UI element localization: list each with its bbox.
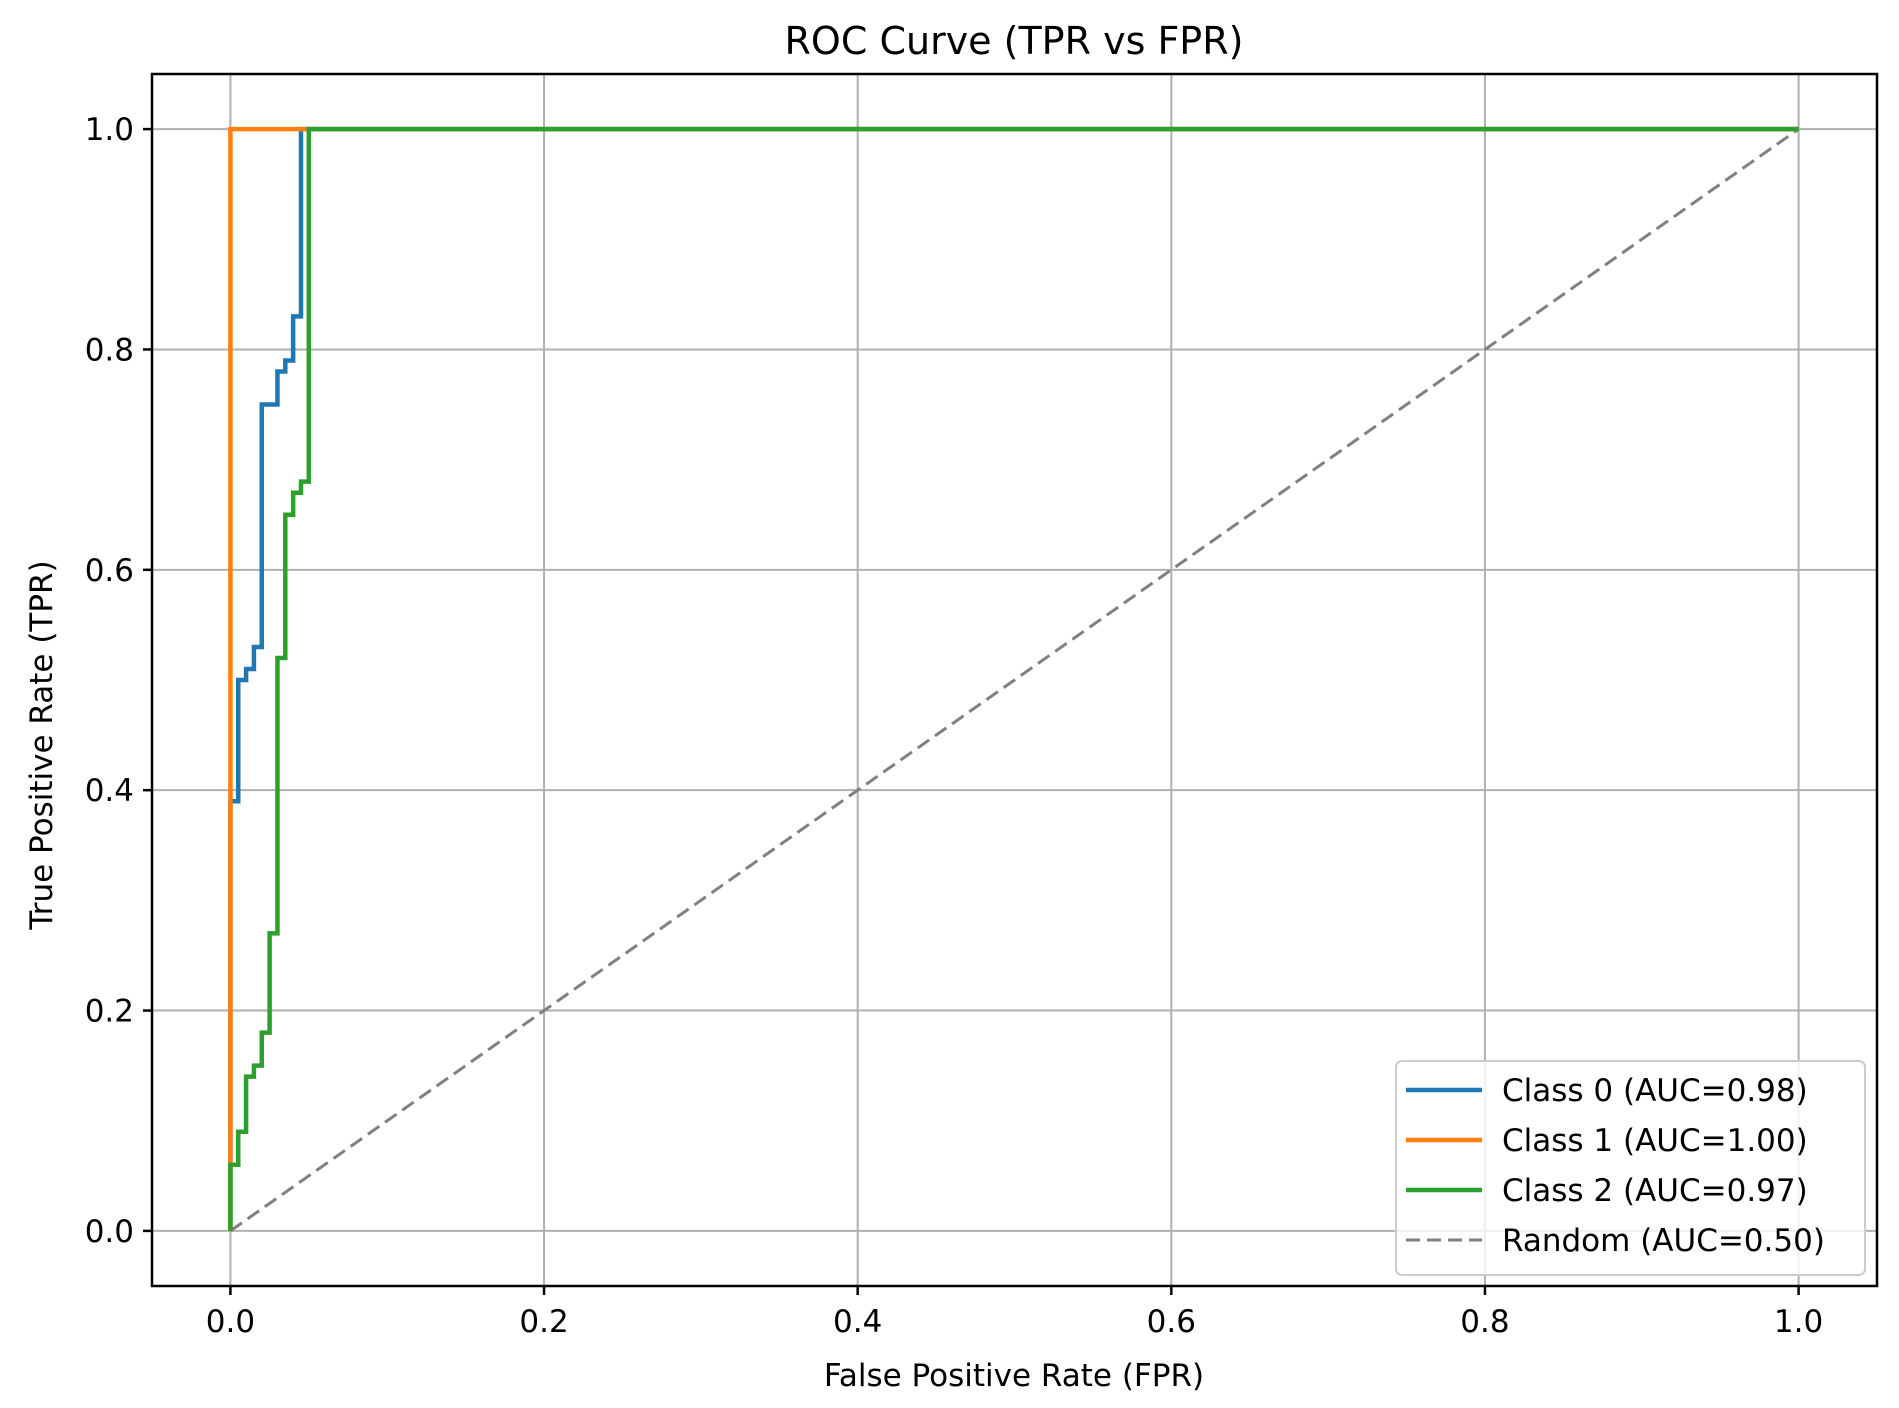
- legend-label: Class 0 (AUC=0.98): [1502, 1073, 1808, 1109]
- y-tick-label: 0.0: [85, 1214, 134, 1250]
- x-tick-label: 0.0: [206, 1304, 255, 1340]
- series-line-class-0-auc-0-98: [228, 126, 1799, 1231]
- x-tick-label: 1.0: [1774, 1304, 1823, 1340]
- y-tick-labels: 0.0 0.2 0.4 0.6 0.8 1.0: [85, 112, 134, 1250]
- y-tick-label: 0.2: [85, 994, 134, 1030]
- y-tick-label: 0.4: [85, 773, 134, 809]
- y-tick-label: 1.0: [85, 112, 134, 148]
- y-axis-label: True Positive Rate (TPR): [24, 560, 60, 930]
- legend-label: Class 2 (AUC=0.97): [1502, 1173, 1808, 1209]
- legend-label: Class 1 (AUC=1.00): [1502, 1123, 1808, 1159]
- series-line-random-auc-0-50: [229, 127, 1800, 1233]
- y-tick-label: 0.8: [85, 332, 134, 368]
- x-tick-label: 0.8: [1460, 1304, 1509, 1340]
- grid: [152, 74, 1877, 1286]
- x-tick-labels: 0.0 0.2 0.4 0.6 0.8 1.0: [206, 1304, 1823, 1340]
- legend: Class 0 (AUC=0.98) Class 1 (AUC=1.00) Clas…: [1395, 1060, 1866, 1276]
- x-axis-label: False Positive Rate (FPR): [824, 1358, 1204, 1394]
- legend-label: Random (AUC=0.50): [1502, 1223, 1825, 1259]
- x-tick-label: 0.4: [833, 1304, 882, 1340]
- x-tick-label: 0.6: [1147, 1304, 1196, 1340]
- y-tick-label: 0.6: [85, 553, 134, 589]
- x-tick-label: 0.2: [519, 1304, 568, 1340]
- legend-box: [1395, 1060, 1866, 1276]
- plot-series: [228, 126, 1800, 1233]
- series-line-class-2-auc-0-97: [228, 126, 1799, 1231]
- tick-marks: [143, 127, 1800, 1295]
- chart-title: ROC Curve (TPR vs FPR): [785, 19, 1244, 63]
- axes-frame: [150, 72, 1879, 1288]
